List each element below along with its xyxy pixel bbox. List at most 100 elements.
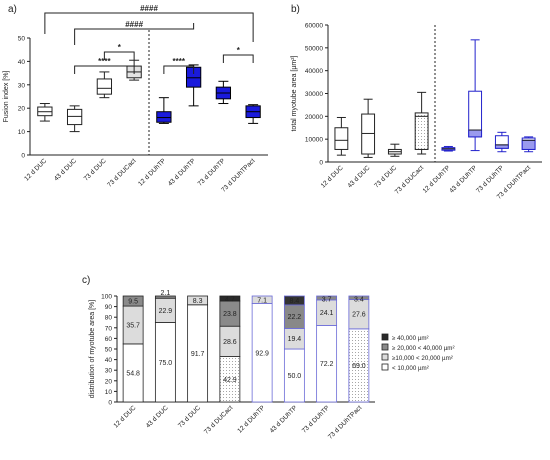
y-tick-label: 70 [105, 325, 113, 332]
significance-label: * [118, 43, 122, 52]
x-tick-label: 73 d DUC [373, 164, 398, 189]
segment-label: 23.8 [223, 311, 237, 318]
x-tick-label: 43 d DUhTP [269, 404, 299, 434]
y-tick-label: 10 [18, 129, 26, 136]
segment-label: 35.7 [126, 322, 140, 329]
panel-b: b) 0 10000 20000 30000 40000 50000 60000 total m… [291, 4, 542, 201]
x-tick-label: 43 d DUC [53, 157, 78, 182]
x-tick-label: 73 d DUCact [106, 157, 137, 188]
x-tick-label: 12 d DUhTP [236, 404, 266, 434]
x-tick-label: 12 d DUC [320, 164, 345, 189]
y-tick-label: 30000 [305, 91, 323, 98]
segment-label: 8.4 [290, 298, 300, 305]
bar-segment [283, 295, 305, 306]
y-tick-label: 10 [105, 389, 113, 396]
bar-segment [316, 295, 338, 301]
significance-label: #### [140, 4, 158, 13]
segment-label: 27.6 [352, 312, 366, 319]
x-tick-label: 73 d DUCact [203, 404, 234, 435]
significance-label: **** [173, 57, 186, 66]
significance-bracket [74, 65, 135, 74]
x-tick-label: 12 d DUhTP [137, 157, 167, 187]
segment-label: 3.4 [354, 297, 364, 304]
y-tick-label: 60000 [305, 23, 323, 30]
bar-segment [348, 295, 370, 301]
y-tick-label: 0 [108, 400, 112, 407]
segment-label: 4.7 [225, 297, 235, 304]
y-tick-label: 50 [105, 347, 113, 354]
box [96, 78, 113, 95]
box [334, 127, 349, 150]
legend-label: ≥ 40,000 µm² [392, 335, 429, 342]
bar-segment [122, 295, 144, 307]
x-tick-label: 73 d DUC [177, 404, 202, 429]
significance-label: **** [98, 57, 111, 66]
bar-segment [187, 295, 209, 306]
y-tick-label: 90 [105, 304, 113, 311]
segment-label: 91.7 [191, 351, 205, 358]
box-lower-fill [494, 144, 509, 149]
x-tick-label: 43 d DUC [346, 164, 371, 189]
segment-label: 24.1 [320, 310, 334, 317]
y-tick-label: 0 [319, 160, 323, 167]
x-tick-label: 12 d DUC [23, 157, 48, 182]
panel-label: a) [8, 4, 17, 15]
bar-segment [219, 295, 241, 302]
box [361, 113, 376, 155]
x-tick-label: 43 d DUhTP [167, 157, 197, 187]
y-tick-label: 30 [105, 368, 113, 375]
segment-label: 19.4 [288, 336, 302, 343]
x-tick-label: 73 d DUhTP [301, 404, 331, 434]
y-tick-label: 100 [101, 294, 112, 301]
significance-label: #### [125, 20, 143, 29]
legend-label: ≥ 20,000 < 40,000 µm² [392, 345, 455, 352]
x-tick-label: 12 d DUC [112, 404, 137, 429]
y-tick-label: 80 [105, 315, 113, 322]
y-tick-label: 60 [105, 336, 113, 343]
panel-label: c) [82, 275, 90, 286]
segment-label: 22.9 [159, 308, 173, 315]
y-axis-label: distribution of myotube area [%] [89, 300, 96, 398]
x-tick-label: 43 d DUC [145, 404, 170, 429]
y-tick-label: 0 [21, 153, 25, 160]
y-tick-label: 40 [105, 357, 113, 364]
box-lower-fill [521, 139, 536, 150]
legend-swatch [381, 343, 389, 351]
panel-c: c) 0 10 20 30 40 50 60 70 80 90 100 distribution of … [82, 275, 455, 441]
y-axis-label: Fusion index [%] [3, 71, 10, 123]
x-tick-label: 73 d DUhTPact [327, 404, 364, 441]
box-lower-fill [468, 129, 483, 138]
segment-label: 3.7 [322, 297, 332, 304]
box [66, 108, 83, 126]
significance-bracket [44, 12, 254, 42]
y-tick-label: 20000 [305, 114, 323, 121]
segment-label: 28.6 [223, 339, 237, 346]
significance-bracket [163, 65, 195, 74]
y-tick-label: 20 [105, 378, 113, 385]
y-tick-label: 40000 [305, 68, 323, 75]
significance-label: * [237, 46, 241, 55]
segment-label: 92.9 [255, 350, 269, 357]
legend-label: < 10,000 µm² [392, 365, 429, 372]
segment-label: 54.8 [126, 370, 140, 377]
segment-label: 42.9 [223, 377, 237, 384]
x-tick-label: 73 d DUhTP [197, 157, 227, 187]
legend-swatch [381, 353, 389, 361]
segment-label: 22.2 [288, 314, 302, 321]
significance-bracket [103, 51, 135, 60]
segment-label: 2.1 [161, 290, 171, 297]
segment-label: 72.2 [320, 361, 334, 368]
y-tick-label: 20 [18, 106, 26, 113]
y-tick-label: 50 [18, 36, 26, 43]
segment-label: 7.1 [257, 297, 267, 304]
segment-label: 69.0 [352, 363, 366, 370]
box [156, 111, 172, 123]
legend-label: ≥10,000 < 20,000 µm² [392, 355, 453, 362]
segment-label: 8.3 [193, 298, 203, 305]
significance-bracket [74, 23, 195, 45]
segment-label: 75.0 [159, 360, 173, 367]
x-tick-label: 73 d DUCact [394, 164, 425, 195]
y-tick-label: 40 [18, 59, 26, 66]
